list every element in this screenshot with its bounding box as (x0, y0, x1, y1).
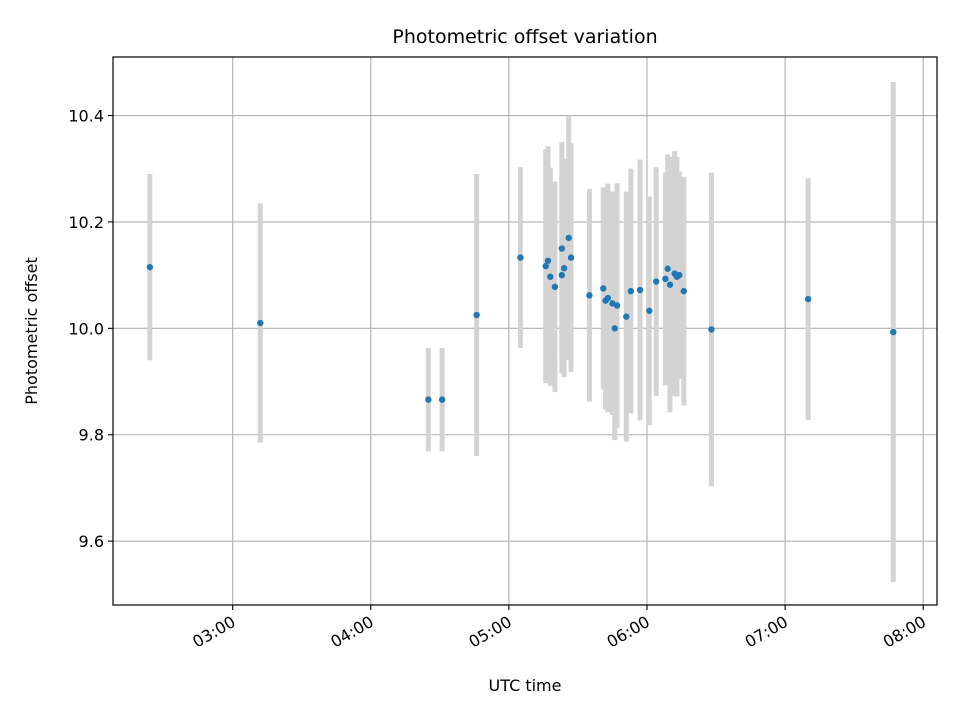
data-point (666, 281, 674, 288)
data-point (544, 257, 552, 264)
data-point (636, 286, 644, 294)
data-point (804, 295, 812, 303)
x-axis-label: UTC time (489, 676, 562, 695)
data-point (652, 278, 660, 285)
data-point (890, 328, 897, 336)
y-axis-label: Photometric offset (22, 257, 41, 405)
data-point (680, 287, 688, 295)
x-tick-label: 04:00 (327, 612, 376, 652)
data-point (627, 287, 635, 295)
x-tick-label: 05:00 (465, 612, 514, 652)
data-point (517, 254, 524, 261)
data-point (438, 396, 446, 403)
data-point (623, 313, 630, 320)
data-point (551, 283, 559, 291)
y-axis-ticks: 9.6 9.8 10.0 10.2 10.4 (68, 107, 113, 551)
data-point (425, 396, 432, 403)
x-tick-label: 06:00 (604, 612, 653, 652)
data-point (542, 262, 549, 270)
data-point (646, 307, 653, 314)
data-point (558, 245, 566, 252)
data-points (146, 234, 897, 403)
data-point (146, 263, 154, 271)
data-point (600, 285, 607, 292)
plot-area-frame (112, 56, 938, 606)
error-bars (147, 82, 896, 583)
y-tick-label: 9.8 (79, 426, 104, 445)
data-point (586, 292, 593, 299)
x-axis-ticks: 03:00 04:00 05:00 06:00 07:00 08:00 (189, 605, 929, 652)
data-point (547, 273, 554, 280)
data-point (708, 326, 715, 333)
y-tick-label: 10.0 (68, 319, 104, 338)
grid-lines (113, 57, 937, 605)
data-point (613, 302, 621, 309)
y-tick-label: 10.2 (68, 213, 104, 232)
x-tick-label: 07:00 (742, 612, 791, 652)
data-point (611, 325, 618, 332)
data-point (567, 254, 575, 261)
y-tick-label: 9.6 (79, 532, 104, 551)
data-point (257, 319, 264, 327)
data-point (676, 271, 683, 279)
data-point (558, 271, 566, 279)
data-point (662, 275, 669, 283)
x-tick-label: 08:00 (880, 612, 929, 652)
y-tick-label: 10.4 (68, 107, 104, 126)
data-point (565, 234, 572, 242)
data-point (560, 265, 568, 272)
chart-title: Photometric offset variation (392, 26, 657, 48)
data-point (473, 311, 480, 319)
data-point (604, 294, 612, 302)
x-tick-label: 03:00 (189, 612, 238, 652)
data-point (664, 265, 671, 272)
